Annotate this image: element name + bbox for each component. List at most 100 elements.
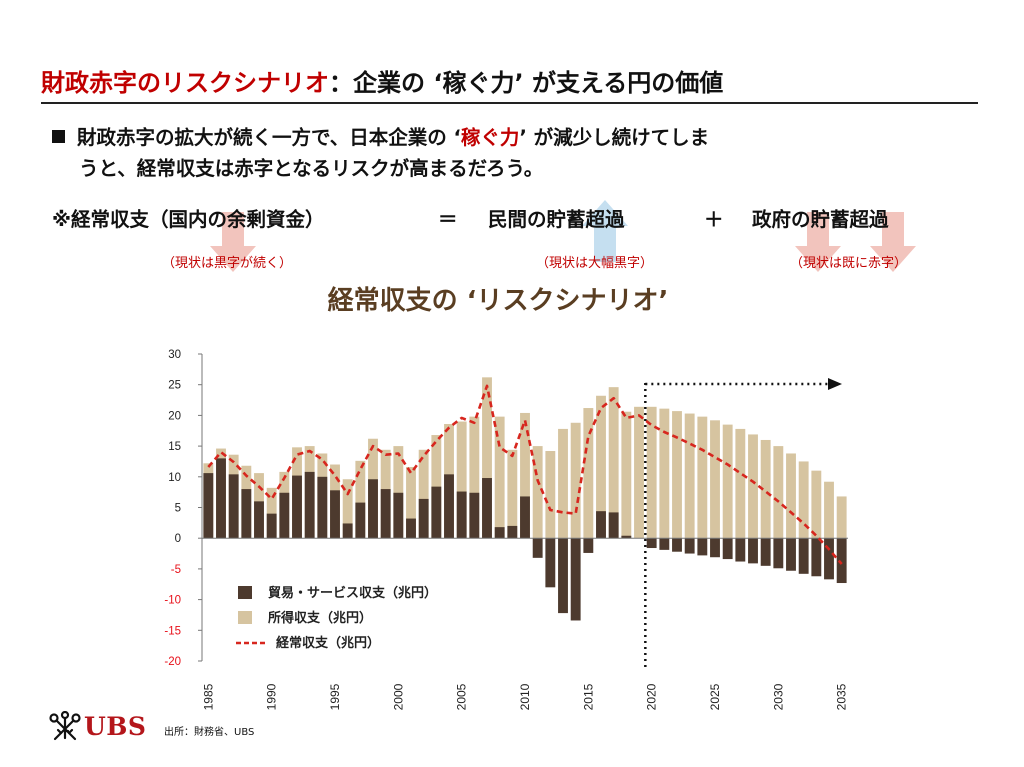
income-bar [558, 428, 568, 539]
trade-bar [532, 538, 543, 558]
income-bar [659, 408, 670, 539]
income-bar [634, 406, 644, 539]
chart-legend: 貿易・サービス収支（兆円） 所得収支（兆円） 経常収支（兆円） [236, 585, 437, 651]
x-tick-label: 2035 [835, 683, 849, 710]
trade-bar [228, 474, 239, 539]
trade-bar [520, 496, 530, 539]
trade-bar [697, 538, 708, 556]
y-tick-label: -10 [164, 595, 181, 607]
note-current-account: （現状は黒字が続く） [162, 256, 293, 271]
income-bar [710, 420, 720, 539]
income-bar [482, 377, 492, 539]
trade-bar [710, 538, 720, 558]
y-tick-label: -5 [171, 564, 181, 576]
trade-bar [596, 511, 606, 539]
chart-title: 経常収支の ‘リスクシナリオ’ [327, 286, 669, 316]
income-bar [646, 406, 657, 539]
equation-plus-sign: ＋ [704, 208, 724, 231]
trade-bar [482, 478, 492, 539]
x-tick-label: 1995 [328, 683, 342, 710]
note-private-savings: （現状は大幅黒字） [536, 256, 654, 271]
current-account-line [207, 384, 843, 565]
legend-swatch-income [238, 611, 252, 624]
y-tick-label: 30 [168, 349, 181, 361]
income-bar [520, 412, 530, 539]
income-bar [672, 411, 682, 539]
equation-term-government-savings: 政府の貯蓄超過 [752, 208, 889, 231]
x-tick-label: 2030 [771, 683, 785, 710]
title-divider [41, 102, 978, 104]
trade-bar [292, 475, 302, 539]
trade-bar [380, 489, 391, 539]
trade-bar [570, 538, 581, 621]
square-bullet-icon [52, 130, 65, 143]
income-bar [773, 446, 784, 539]
income-bar [545, 451, 556, 539]
bullet-point: 財政赤字の拡大が続く一方で、日本企業の ‘稼ぐ力’ が減少し続けてしま うと、経… [52, 122, 982, 184]
current-account-series-line [207, 384, 843, 565]
trade-bar [241, 489, 252, 539]
slide-title: 財政赤字のリスクシナリオ：企業の ‘稼ぐ力’ が支える円の価値 [41, 68, 723, 98]
y-tick-label: -20 [164, 656, 181, 668]
trade-bar [469, 492, 480, 539]
x-tick-label: 2015 [581, 683, 595, 710]
trade-bar [558, 538, 568, 614]
trade-bar [279, 492, 290, 539]
arrow-down-icon [210, 212, 256, 272]
x-tick-label: 2000 [391, 683, 405, 710]
source-note: 出所：財務省、UBS [164, 727, 255, 738]
trade-bar [254, 501, 264, 539]
bullet-line-1: 財政赤字の拡大が続く一方で、日本企業の ‘稼ぐ力’ が減少し続けてしま [52, 122, 982, 153]
trade-bar [798, 538, 809, 574]
y-tick-label: 20 [168, 410, 181, 422]
arrow-down-icon [795, 212, 841, 272]
trade-bar [748, 538, 758, 564]
bullet-line-2: うと、経常収支は赤字となるリスクが高まるだろう。 [79, 157, 544, 180]
trade-bar [684, 538, 695, 554]
slide-title-rest: ：企業の ‘稼ぐ力’ が支える円の価値 [329, 69, 724, 97]
trade-bar [203, 473, 214, 539]
equation-term-current-account: ※経常収支（国内の余剰資金） [52, 208, 325, 231]
trade-bar [760, 538, 771, 566]
x-tick-label: 1985 [201, 683, 215, 710]
trade-bar [216, 458, 226, 539]
ubs-keys-logo-icon [49, 711, 81, 741]
trade-bar [811, 538, 822, 577]
legend-label: 経常収支（兆円） [276, 635, 380, 651]
income-bar [608, 387, 619, 539]
arrow-up-icon [582, 200, 628, 262]
trade-bar [672, 538, 682, 552]
trade-bar [418, 498, 429, 539]
income-bar [570, 422, 581, 539]
trade-bar [608, 512, 619, 539]
trade-bar [646, 538, 657, 549]
trade-bar [431, 486, 442, 539]
trade-bar [735, 538, 746, 562]
income-bar [735, 428, 746, 539]
trade-bar [355, 502, 366, 539]
y-tick-label: 25 [168, 380, 181, 392]
income-bar [811, 470, 822, 539]
x-tick-label: 2020 [645, 683, 659, 710]
income-bar [748, 434, 758, 539]
trade-bar [342, 523, 353, 539]
equation-equals-sign: ＝ [438, 208, 458, 231]
trade-bar [583, 538, 594, 553]
y-tick-label: 0 [175, 533, 181, 545]
trade-bar [406, 518, 416, 539]
income-bar [418, 449, 429, 539]
income-bar [824, 481, 834, 539]
income-bar [798, 461, 809, 539]
trade-bar [621, 535, 632, 539]
trade-bar [304, 471, 315, 539]
x-tick-label: 2005 [455, 683, 469, 710]
trade-bar [266, 513, 277, 539]
x-tick-label: 1990 [265, 683, 279, 710]
income-bar [456, 421, 467, 539]
trade-bar [722, 538, 733, 560]
trade-bar [824, 538, 834, 580]
x-tick-label: 2010 [518, 683, 532, 710]
trade-bar [368, 479, 378, 539]
